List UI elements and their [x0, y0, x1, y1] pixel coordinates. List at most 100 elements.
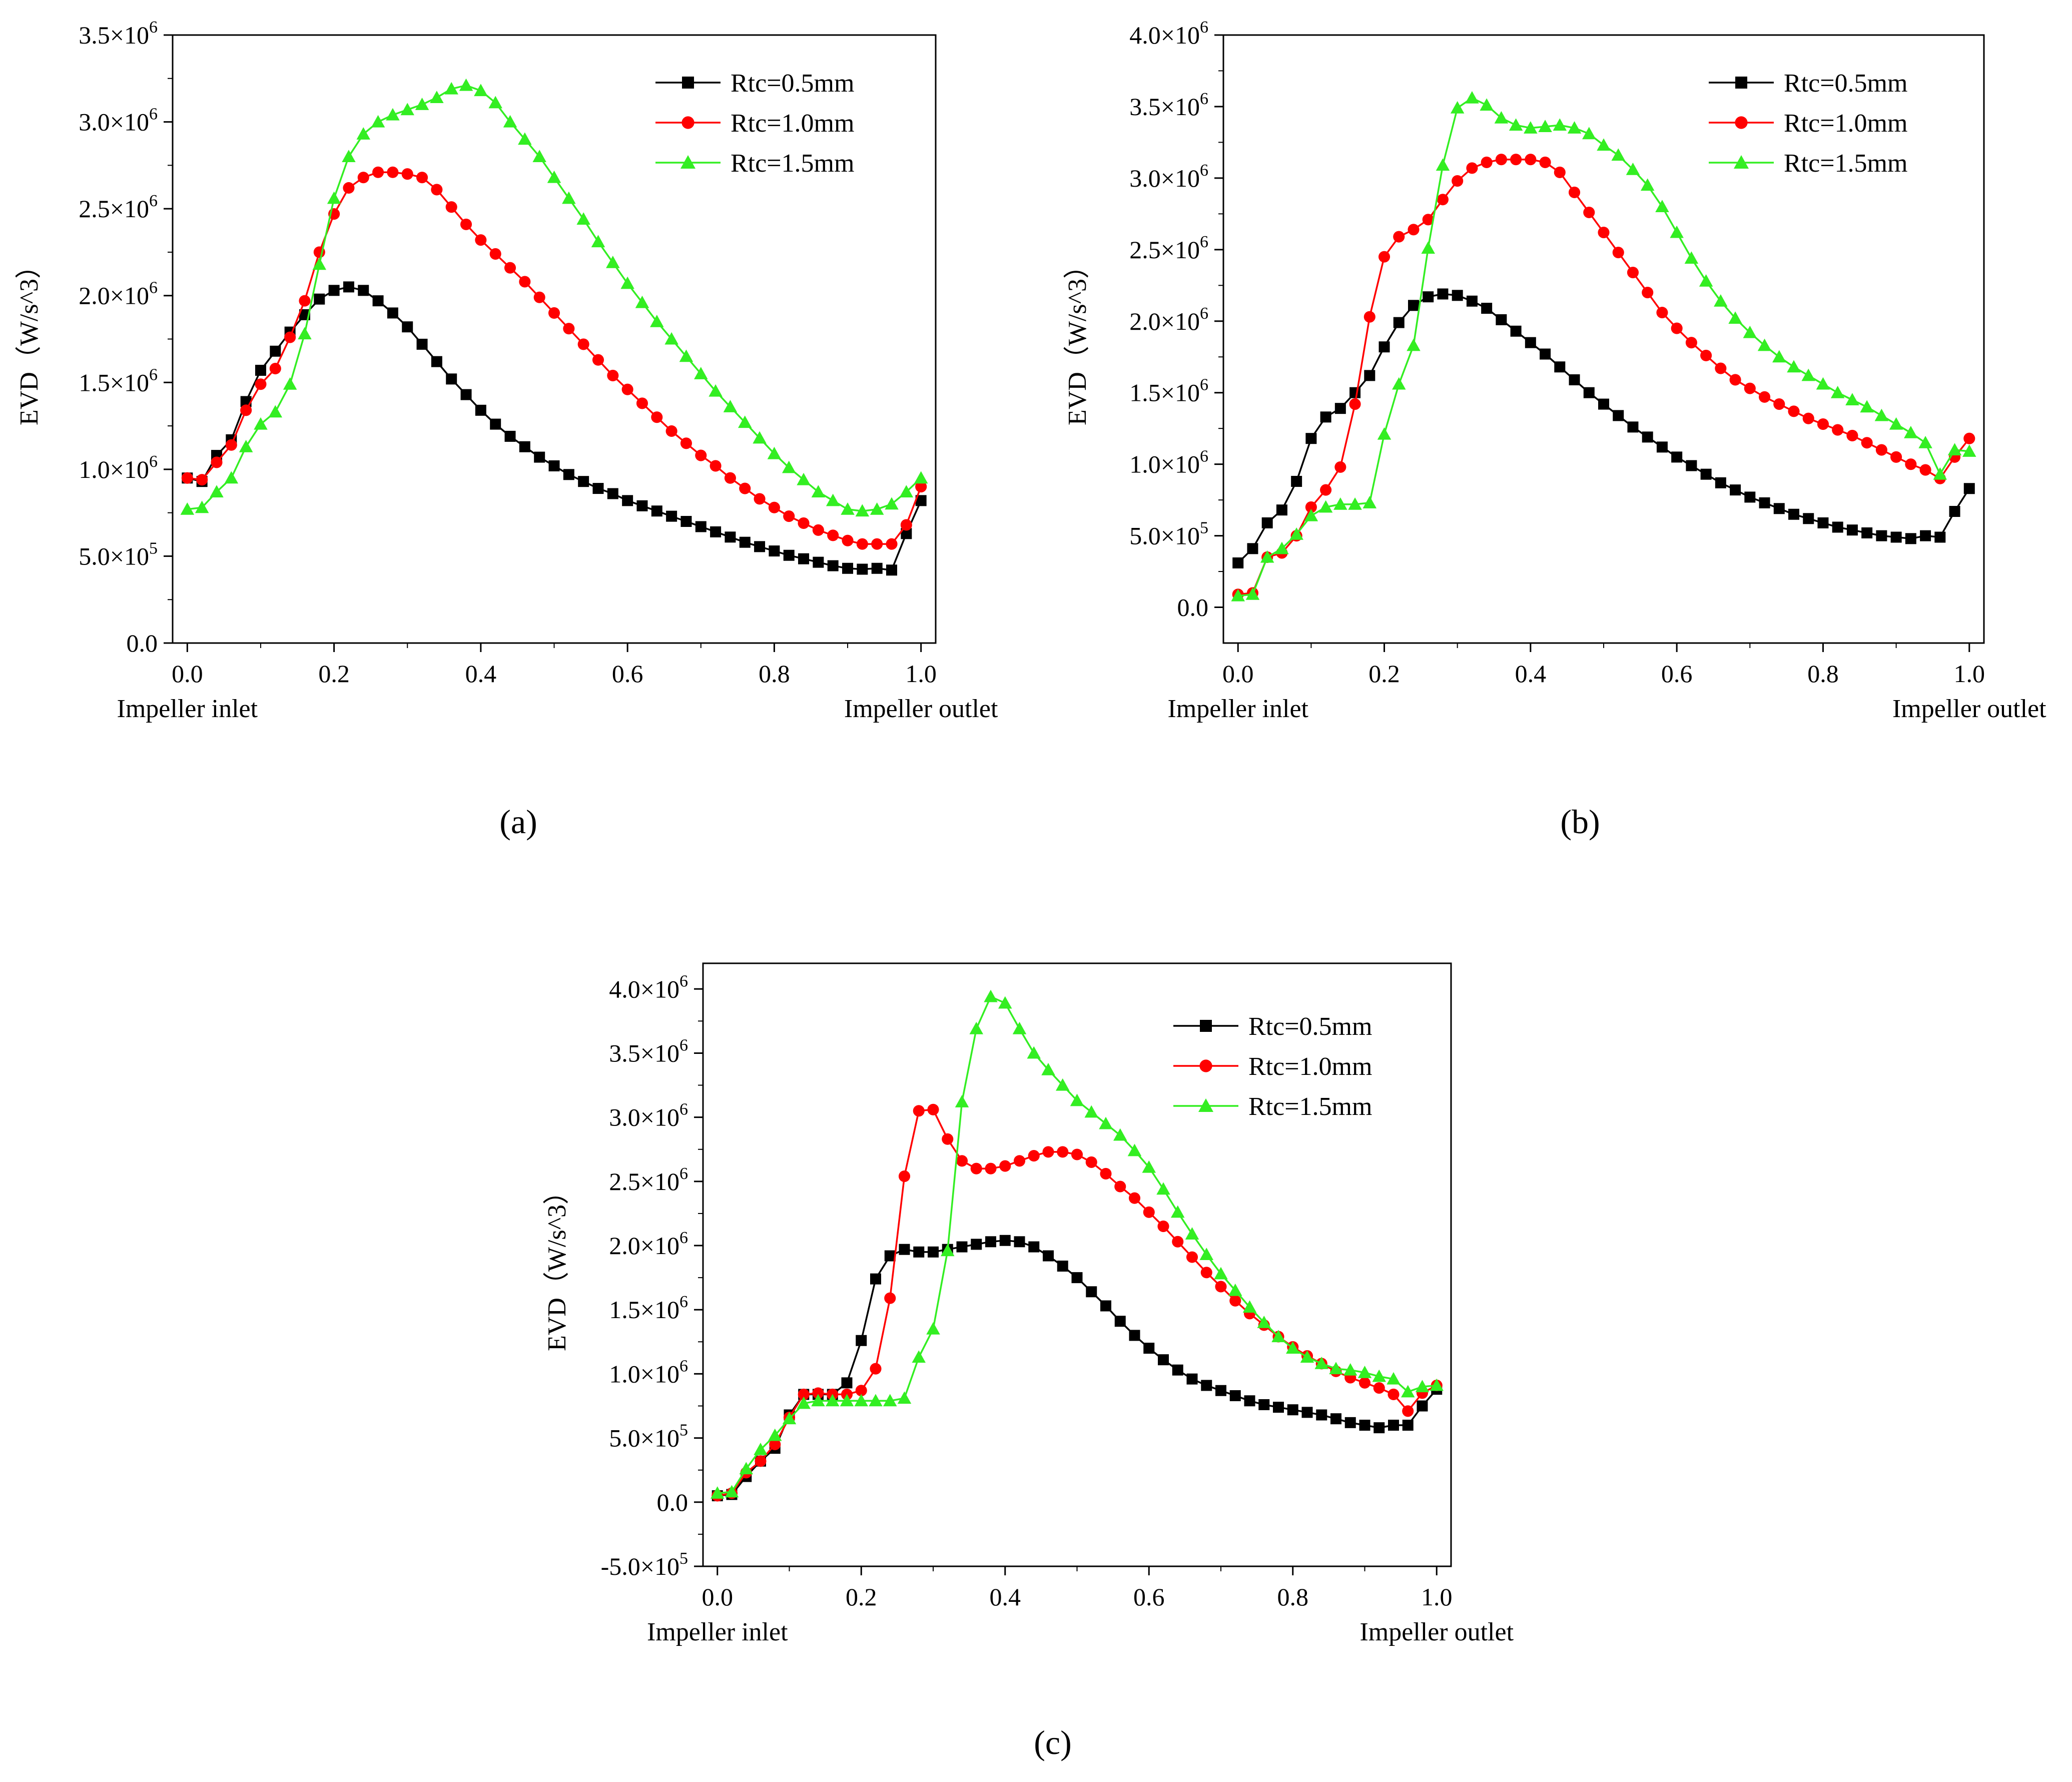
data-point [897, 1391, 912, 1404]
data-point [768, 501, 780, 513]
data-point [1421, 241, 1435, 254]
data-point [1846, 429, 1858, 442]
tick-exponent: 6 [679, 1100, 688, 1119]
data-point [984, 989, 998, 1002]
legend-marker [1199, 1059, 1212, 1072]
tick-mantissa: 0.0 [657, 1488, 688, 1516]
data-point [1918, 436, 1932, 448]
tick-mantissa: 3.0×10 [79, 108, 149, 136]
data-point [1861, 527, 1873, 538]
data-point [1247, 543, 1258, 554]
data-point [883, 1394, 897, 1407]
data-point [430, 91, 444, 103]
data-point [1729, 374, 1741, 386]
y-tick-label: 5.0×105 [609, 1421, 688, 1452]
data-point [1583, 206, 1595, 219]
tick-exponent: 6 [1200, 161, 1208, 180]
data-point [1890, 451, 1902, 463]
data-point [489, 248, 501, 260]
x-tick-label: 0.8 [759, 660, 790, 688]
data-point [1300, 1350, 1314, 1363]
data-point [1452, 290, 1463, 301]
data-point [1143, 1206, 1155, 1218]
tick-mantissa: 2.0×10 [609, 1232, 679, 1260]
data-point [1802, 412, 1814, 424]
data-point [999, 1235, 1011, 1246]
data-point [1128, 1192, 1141, 1204]
tick-exponent: 6 [149, 105, 158, 124]
data-point [1359, 1419, 1370, 1431]
data-point [913, 1246, 925, 1258]
data-point [225, 439, 237, 451]
data-point [1569, 374, 1580, 385]
data-point [857, 563, 868, 575]
y-tick-label: 1.5×106 [1129, 376, 1208, 407]
data-point [460, 218, 472, 230]
legend-marker [1734, 155, 1749, 169]
data-point [1378, 251, 1391, 263]
data-point [1041, 1063, 1055, 1075]
data-point [1728, 311, 1742, 324]
legend-marker [1200, 1020, 1212, 1032]
data-point [710, 460, 722, 472]
data-point [1329, 1362, 1343, 1375]
data-point [224, 471, 239, 484]
y-tick-label: 3.5×106 [79, 18, 158, 49]
tick-exponent: 6 [1200, 18, 1208, 37]
data-point [1481, 156, 1493, 168]
data-point [723, 400, 738, 412]
data-point [1273, 1402, 1284, 1413]
legend-entry: Rtc=1.0mm [1709, 109, 1907, 138]
x-tick-label: 0.4 [1515, 660, 1547, 688]
data-point [970, 1162, 982, 1174]
data-point [886, 538, 898, 550]
legend-label: Rtc=0.5mm [1248, 1012, 1372, 1041]
y-tick-label: 1.5×106 [609, 1293, 688, 1324]
data-point [884, 1292, 896, 1304]
legend-marker [680, 155, 696, 169]
data-point [1014, 1236, 1025, 1248]
y-tick-label: 2.5×106 [609, 1164, 688, 1196]
data-point [754, 493, 766, 505]
y-tick-label: 1.0×106 [79, 452, 158, 483]
tick-exponent: 6 [1200, 447, 1208, 466]
x-tick-label: 0.0 [702, 1583, 734, 1611]
data-point [1757, 338, 1772, 351]
tick-exponent: 6 [149, 365, 158, 384]
tick-mantissa: 1.0×10 [1129, 450, 1200, 478]
y-tick-label: 2.0×106 [609, 1229, 688, 1260]
data-point [985, 1162, 997, 1174]
data-point [1171, 1205, 1185, 1218]
data-point [1143, 1343, 1155, 1354]
x-tick-label: 0.0 [1222, 660, 1254, 688]
panel-label: (a) [499, 803, 537, 841]
data-point [739, 536, 751, 548]
data-point [912, 1350, 926, 1363]
data-point [356, 127, 370, 140]
x-tick-label: 0.6 [1661, 660, 1693, 688]
data-point [1200, 1267, 1212, 1279]
data-point [900, 519, 912, 531]
data-point [622, 495, 633, 506]
data-point [343, 182, 355, 194]
data-point [1402, 1419, 1414, 1431]
data-point [1305, 501, 1317, 513]
data-point [797, 472, 811, 485]
data-point [1744, 382, 1756, 394]
tick-mantissa: 5.0×10 [609, 1424, 679, 1452]
data-point [474, 84, 488, 97]
data-point [1408, 224, 1420, 236]
data-point [1920, 530, 1931, 541]
data-point [459, 78, 473, 91]
data-point [1430, 1378, 1444, 1391]
x-tick-label: 0.6 [612, 660, 643, 688]
data-point [651, 505, 662, 517]
y-tick-label: 2.0×106 [79, 279, 158, 310]
data-point [563, 469, 574, 480]
data-point [488, 96, 502, 109]
data-point [1700, 468, 1712, 480]
data-point [621, 383, 633, 395]
data-point [548, 307, 560, 319]
